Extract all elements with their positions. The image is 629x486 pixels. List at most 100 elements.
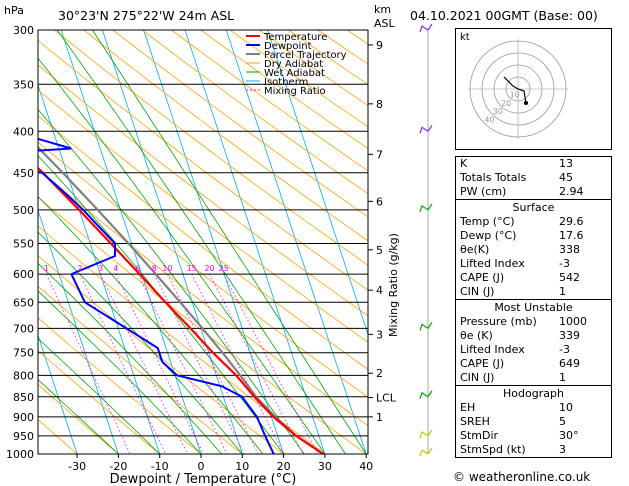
x-tick-label: 30 — [318, 460, 332, 473]
pressure-tick-label: 600 — [13, 268, 34, 281]
index-row: CAPE (J) 542 — [456, 271, 611, 285]
index-value: 45 — [559, 171, 573, 184]
mixing-ratio-label: 8 — [152, 264, 157, 273]
isotherm-line — [102, 30, 243, 454]
x-tick-label: -30 — [68, 460, 86, 473]
plot-area — [38, 30, 368, 454]
index-label: CIN (J) — [460, 285, 495, 298]
index-row: CAPE (J) 649 — [456, 357, 611, 371]
datetime-label: 04.10.2021 00GMT (Base: 00) — [410, 8, 598, 23]
pressure-tick-label: 900 — [13, 411, 34, 424]
index-value: 542 — [559, 271, 580, 284]
x-tick-label: -10 — [151, 460, 169, 473]
mixing-ratio-line — [46, 273, 131, 454]
x-axis-title: Dewpoint / Temperature (°C) — [110, 472, 297, 486]
index-value: 649 — [559, 357, 580, 370]
index-label: K — [460, 157, 468, 170]
wind-barb — [419, 447, 433, 457]
mixing-ratio-line — [79, 273, 166, 454]
x-tick-label: -20 — [109, 460, 127, 473]
wind-barb — [419, 390, 433, 399]
isotherm-line — [60, 30, 202, 454]
height-km-label: 7 — [376, 148, 383, 161]
pressure-tick-label: 400 — [13, 125, 34, 138]
x-tick-label: 10 — [235, 460, 249, 473]
wet-adiabat — [38, 379, 119, 454]
pressure-tick-label: 500 — [13, 204, 34, 217]
index-label: Temp (°C) — [460, 215, 515, 228]
legend-label: Dewpoint — [264, 41, 312, 52]
index-row: SREH 5 — [456, 415, 611, 429]
index-label: CIN (J) — [460, 371, 495, 384]
index-label: StmDir — [460, 429, 499, 442]
asl-label: ASL — [374, 17, 395, 30]
index-row: StmSpd (kt) 3 — [456, 443, 611, 457]
mixing-ratio-line — [137, 273, 228, 454]
index-label: Totals Totals — [460, 171, 527, 184]
dry-adiabat — [38, 141, 368, 398]
height-km-label: 6 — [376, 195, 383, 208]
dry-adiabat — [112, 30, 368, 218]
legend-label: Isotherm — [264, 77, 308, 88]
index-row: Pressure (mb) 1000 — [456, 315, 611, 329]
mixing-ratio-label: 25 — [219, 264, 229, 273]
index-row: θe (K) 339 — [456, 329, 611, 343]
index-row: θe(K) 338 — [456, 243, 611, 257]
index-row: Totals Totals 45 — [456, 171, 611, 185]
hodograph-ring-label: 10 — [510, 90, 520, 99]
wind-barb — [419, 124, 433, 134]
hodograph-ring-label: 40 — [484, 116, 494, 125]
index-value: 30° — [559, 429, 579, 442]
mixing-ratio-label: 10 — [162, 264, 172, 273]
index-row: K 13 — [456, 157, 611, 171]
dry-adiabat — [171, 30, 368, 172]
index-label: CAPE (J) — [460, 357, 505, 370]
series-parcel-trajectory — [38, 145, 324, 454]
index-value: 10 — [559, 401, 573, 414]
index-row: Lifted Index -3 — [456, 257, 611, 271]
index-value: -3 — [559, 343, 570, 356]
dry-adiabat — [38, 350, 160, 454]
mixing-ratio-label: 1 — [44, 264, 49, 273]
mixing-ratio-line — [166, 273, 259, 454]
series-temperature — [38, 166, 324, 454]
height-km-label: 1 — [376, 411, 383, 424]
index-label: Lifted Index — [460, 257, 525, 270]
isotherm-line — [267, 30, 368, 336]
indices-panel: K 13 Totals Totals 45 PW (cm) 2.94 Surface Temp… — [455, 156, 612, 458]
mixing-ratio-label: 2 — [77, 264, 82, 273]
hodograph-storm-motion — [524, 101, 528, 105]
dry-adiabat — [54, 30, 368, 266]
index-row: CIN (J) 1 — [456, 371, 611, 385]
index-row: Temp (°C) 29.6 — [456, 215, 611, 229]
hodograph-trace — [503, 76, 527, 104]
index-row: StmDir 30° — [456, 429, 611, 443]
hodograph-ring-label: 20 — [501, 99, 511, 108]
height-km-label: 5 — [376, 244, 383, 257]
wind-barb — [419, 23, 433, 33]
pressure-tick-label: 1000 — [6, 448, 34, 461]
km-label: km — [374, 3, 392, 16]
index-label: Pressure (mb) — [460, 315, 537, 328]
legend-label: Wet Adiabat — [264, 68, 325, 79]
mixing-ratio-line — [115, 273, 204, 454]
section-title: Most Unstable — [456, 299, 611, 315]
pressure-tick-label: 300 — [13, 24, 34, 37]
y-axis-mixing-ratio-title: Mixing Ratio (g/kg) — [387, 233, 400, 337]
wind-barb — [419, 203, 433, 213]
pressure-tick-label: 750 — [13, 347, 34, 360]
series-dewpoint — [38, 137, 275, 454]
pressure-tick-label: 700 — [13, 322, 34, 335]
dry-adiabat — [200, 30, 368, 150]
index-value: 2.94 — [559, 185, 584, 198]
wind-barb — [419, 429, 433, 439]
dry-adiabat — [83, 30, 368, 242]
index-label: CAPE (J) — [460, 271, 505, 284]
pressure-tick-label: 950 — [13, 430, 34, 443]
index-row: PW (cm) 2.94 — [456, 185, 611, 199]
index-label: Lifted Index — [460, 343, 525, 356]
hodograph-ring-label: 30 — [493, 107, 503, 116]
